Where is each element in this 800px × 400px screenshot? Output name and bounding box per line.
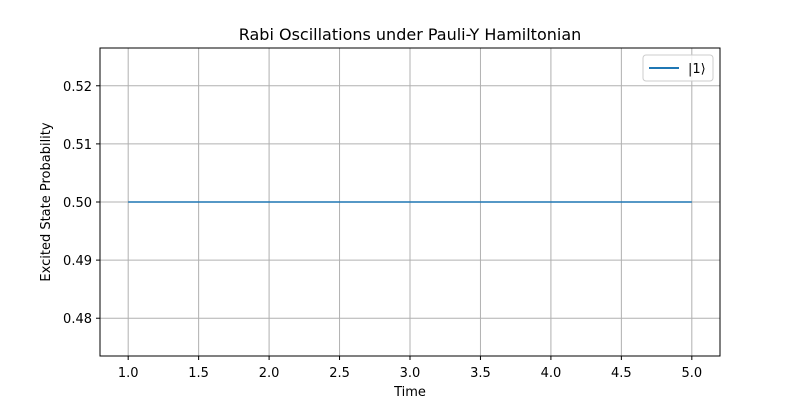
x-tick-label: 1.5 — [188, 366, 209, 381]
x-tick-label: 2.0 — [259, 366, 280, 381]
y-tick-label: 0.50 — [63, 196, 92, 211]
legend-entry-label: |1⟩ — [688, 62, 706, 77]
x-tick-label: 4.0 — [541, 366, 562, 381]
y-tick-label: 0.49 — [63, 254, 92, 269]
x-tick-label: 1.0 — [118, 366, 139, 381]
y-axis-label: Excited State Probability — [39, 122, 54, 281]
x-tick-label: 3.0 — [400, 366, 421, 381]
legend: |1⟩ — [642, 54, 714, 82]
y-tick-label: 0.52 — [63, 80, 92, 95]
chart-title: Rabi Oscillations under Pauli-Y Hamilton… — [239, 25, 582, 44]
x-axis-label: Time — [393, 385, 426, 400]
plot-area — [99, 47, 721, 357]
y-tick-label: 0.48 — [63, 312, 92, 327]
x-tick-label: 2.5 — [329, 366, 350, 381]
x-tick-label: 5.0 — [681, 366, 702, 381]
y-tick-label: 0.51 — [63, 138, 92, 153]
x-tick-label: 3.5 — [470, 366, 491, 381]
x-axis-ticks: 1.0 1.5 2.0 2.5 3.0 3.5 4.0 4.5 5.0 — [118, 356, 702, 381]
y-axis-ticks: 0.48 0.49 0.50 0.51 0.52 — [63, 80, 100, 327]
x-tick-label: 4.5 — [611, 366, 632, 381]
